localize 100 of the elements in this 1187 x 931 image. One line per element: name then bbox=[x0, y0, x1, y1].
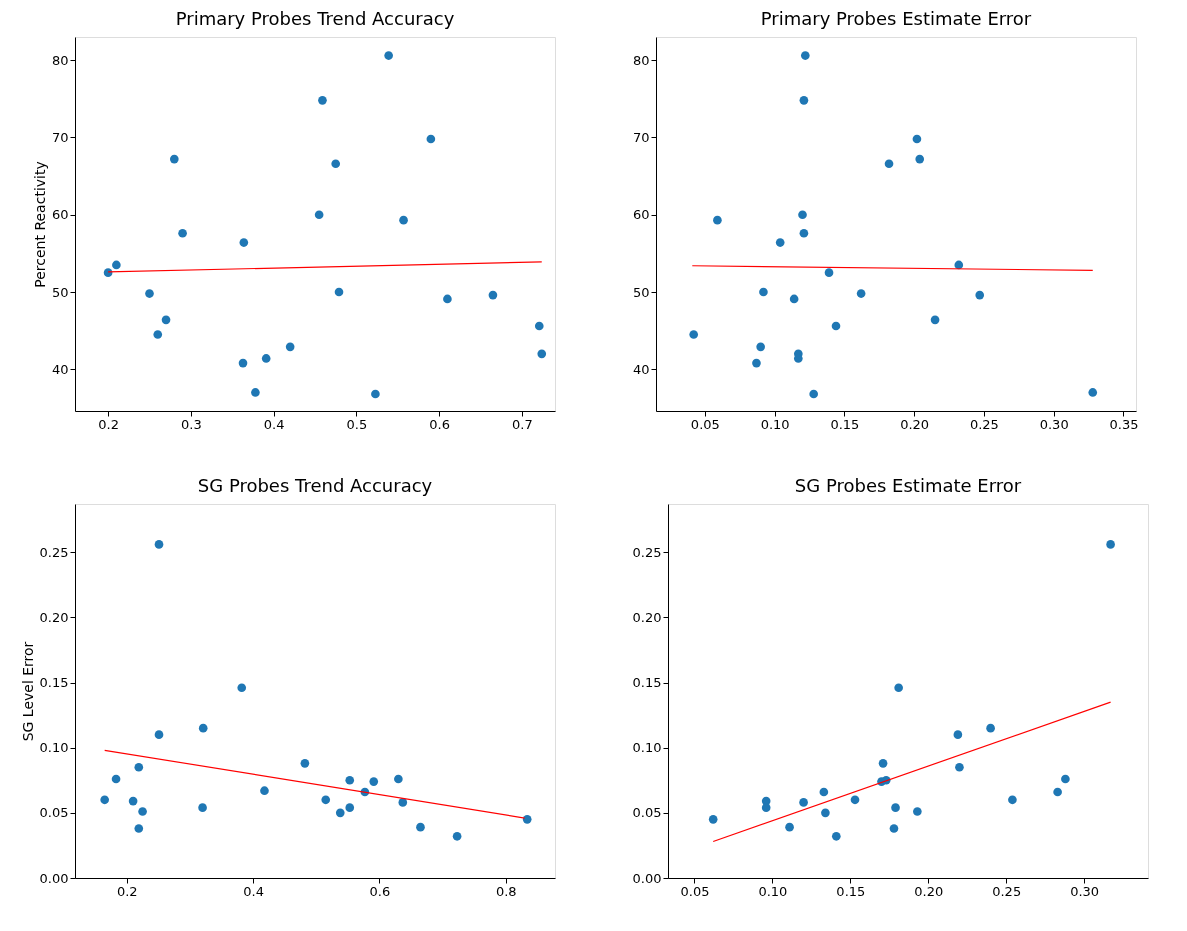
y-tick-label: 0.05 bbox=[39, 805, 69, 821]
y-tick-label: 60 bbox=[51, 207, 69, 223]
x-tick-label: 0.10 bbox=[760, 416, 790, 432]
point bbox=[426, 134, 436, 144]
point bbox=[799, 798, 808, 807]
x-tick-label: 0.7 bbox=[512, 416, 533, 432]
point bbox=[975, 290, 985, 300]
point bbox=[321, 795, 331, 805]
point bbox=[821, 808, 830, 818]
point bbox=[345, 803, 355, 812]
y-tick-label: 0.15 bbox=[39, 675, 69, 691]
y-tick-label: 80 bbox=[51, 52, 69, 68]
point bbox=[800, 51, 810, 60]
point bbox=[260, 786, 269, 796]
point bbox=[708, 815, 718, 824]
point bbox=[134, 762, 144, 772]
point bbox=[878, 759, 888, 768]
point bbox=[371, 389, 380, 399]
point bbox=[331, 159, 341, 169]
x-tick-label: 0.2 bbox=[116, 883, 138, 899]
point bbox=[534, 321, 544, 331]
point bbox=[128, 796, 138, 806]
y-tick-label: 50 bbox=[51, 284, 69, 300]
y-tick-label: 60 bbox=[632, 207, 650, 223]
point bbox=[799, 96, 809, 105]
point bbox=[285, 342, 295, 352]
y-tick-label: 0.20 bbox=[632, 609, 662, 625]
y-tick-label: 70 bbox=[51, 129, 69, 145]
x-tick-label: 0.4 bbox=[243, 883, 264, 899]
x-tick-label: 0.25 bbox=[969, 416, 999, 432]
point bbox=[894, 683, 903, 693]
point bbox=[953, 730, 963, 739]
x-tick-label: 0.4 bbox=[263, 416, 285, 432]
point bbox=[891, 803, 900, 812]
point bbox=[775, 238, 785, 247]
y-tick-label: 80 bbox=[632, 52, 650, 68]
point bbox=[1106, 540, 1115, 549]
point bbox=[856, 289, 866, 298]
point bbox=[239, 238, 249, 247]
point bbox=[369, 777, 379, 786]
point bbox=[785, 822, 794, 832]
point bbox=[713, 215, 722, 225]
point bbox=[1088, 388, 1098, 397]
x-tick-label: 0.3 bbox=[181, 416, 202, 432]
point bbox=[809, 389, 818, 399]
point bbox=[955, 762, 964, 772]
x-tick-label: 0.30 bbox=[1070, 883, 1100, 899]
x-tick-label: 0.20 bbox=[900, 416, 930, 432]
point bbox=[398, 798, 408, 807]
point bbox=[145, 289, 154, 298]
y-tick-label: 40 bbox=[51, 361, 69, 377]
x-tick-label: 0.2 bbox=[98, 416, 119, 432]
point bbox=[912, 134, 922, 144]
y-tick-label: 0.15 bbox=[632, 675, 662, 691]
point bbox=[384, 51, 393, 60]
point bbox=[345, 775, 355, 785]
point bbox=[930, 315, 940, 325]
point bbox=[178, 228, 187, 238]
point bbox=[537, 349, 547, 359]
x-tick-label: 0.20 bbox=[914, 883, 944, 899]
point bbox=[154, 730, 164, 739]
point bbox=[198, 723, 208, 733]
x-tick-label: 0.10 bbox=[758, 883, 788, 899]
point bbox=[1061, 774, 1070, 784]
chart-title: SG Probes Estimate Error bbox=[794, 475, 1022, 496]
point bbox=[756, 342, 765, 352]
x-tick-label: 0.30 bbox=[1039, 416, 1069, 432]
point bbox=[335, 808, 345, 818]
point bbox=[443, 294, 452, 304]
point bbox=[884, 159, 894, 169]
y-tick-label: 0.10 bbox=[39, 740, 69, 756]
point bbox=[889, 824, 899, 833]
point bbox=[913, 807, 922, 816]
x-tick-label: 0.35 bbox=[1109, 416, 1139, 432]
x-tick-label: 0.25 bbox=[992, 883, 1022, 899]
point bbox=[154, 540, 164, 549]
point bbox=[138, 807, 147, 816]
chart-title: SG Probes Trend Accuracy bbox=[197, 475, 433, 496]
y-tick-label: 0.20 bbox=[39, 609, 69, 625]
point bbox=[134, 824, 144, 833]
x-tick-label: 0.6 bbox=[429, 416, 450, 432]
chart-title: Primary Probes Estimate Error bbox=[760, 8, 1032, 29]
point bbox=[819, 787, 829, 797]
point bbox=[761, 803, 771, 812]
point bbox=[399, 215, 408, 225]
y-tick-label: 50 bbox=[632, 284, 650, 300]
x-tick-label: 0.05 bbox=[680, 883, 710, 899]
y-tick-label: 40 bbox=[632, 361, 650, 377]
point bbox=[1008, 795, 1017, 805]
point bbox=[237, 683, 247, 693]
point bbox=[251, 388, 260, 397]
y-tick-label: 0.00 bbox=[39, 870, 69, 886]
point bbox=[488, 290, 498, 300]
y-tick-label: 0.05 bbox=[632, 805, 662, 821]
point bbox=[452, 831, 462, 841]
point bbox=[161, 315, 171, 325]
chart-title: Primary Probes Trend Accuracy bbox=[175, 8, 455, 29]
point bbox=[789, 294, 799, 304]
point bbox=[831, 831, 841, 841]
point bbox=[318, 96, 327, 105]
